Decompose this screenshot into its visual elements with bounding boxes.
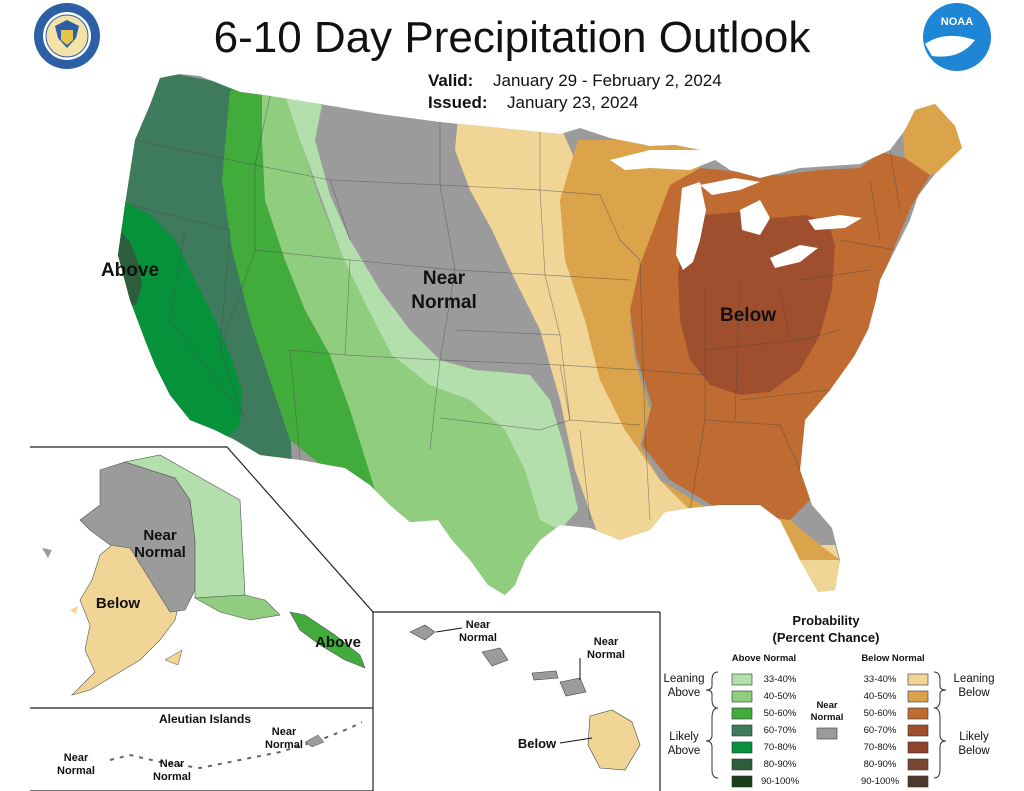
- legend-above-range-label: 80-90%: [764, 759, 797, 770]
- legend-below-swatch: [907, 690, 929, 703]
- legend-below-range-label: 60-70%: [864, 725, 897, 736]
- legend-below-header: Below Normal: [861, 653, 924, 664]
- hi-molokai: [531, 670, 559, 681]
- hi-kauai: [409, 624, 436, 641]
- legend-below-range-label: 40-50%: [864, 691, 897, 702]
- ak-land-50-60-pan: [289, 611, 366, 669]
- legend-above-swatch: [731, 741, 753, 754]
- legend-above-range-label: 40-50%: [764, 691, 797, 702]
- page-title: 6-10 Day Precipitation Outlook: [214, 13, 812, 62]
- legend-leaning-above-1: Leaning: [664, 673, 705, 685]
- label-hawaii-near-a-2: Normal: [459, 632, 497, 644]
- hi-maui: [559, 677, 587, 697]
- legend-below-range-label: 70-80%: [864, 742, 897, 753]
- legend-below-range-label: 80-90%: [864, 759, 897, 770]
- great-lakes: [610, 150, 862, 270]
- legend-above-range-label: 33-40%: [764, 674, 797, 685]
- legend-above-swatch: [731, 673, 753, 686]
- label-hawaii-near-b-2: Normal: [587, 649, 625, 661]
- legend-likely-below-2: Below: [958, 745, 990, 757]
- state-borders: [129, 95, 901, 521]
- legend-below-swatch: [907, 724, 929, 737]
- legend-above-swatch: [731, 690, 753, 703]
- label-aleutian-near-b-1: Near: [160, 758, 185, 770]
- label-aleutian-near-c-2: Normal: [265, 739, 303, 751]
- legend-below-range-label: 50-60%: [864, 708, 897, 719]
- legend-above-swatch: [731, 758, 753, 771]
- label-above-ak: Above: [315, 634, 361, 651]
- hawaii-inset: Near Normal Near Normal Below: [409, 619, 641, 771]
- issued-value: January 23, 2024: [507, 93, 638, 112]
- label-near-normal-ak-1: Near: [143, 527, 177, 544]
- noaa-logo-text: NOAA: [941, 16, 973, 28]
- label-hawaii-near-b-1: Near: [594, 636, 619, 648]
- legend-above-range-label: 90-100%: [761, 776, 800, 787]
- ak-land-40-50: [193, 594, 281, 621]
- legend-likely-above-2: Above: [668, 745, 701, 757]
- zone-below-33-40: [455, 118, 700, 560]
- conus-map: Above Near Normal Below: [101, 74, 962, 595]
- label-aleutian-near-c-1: Near: [272, 726, 297, 738]
- zone-above-33-40: [285, 95, 578, 530]
- legend-title-1: Probability: [792, 613, 860, 628]
- legend-near-swatch: [816, 727, 838, 740]
- label-aleutian-near-b-2: Normal: [153, 771, 191, 783]
- hi-oahu: [481, 647, 509, 667]
- label-near-normal-conus-2: Normal: [411, 292, 476, 313]
- legend-leaning-below-2: Below: [958, 687, 990, 699]
- zone-above-40-50: [262, 90, 555, 595]
- legend-likely-above-1: Likely: [669, 731, 699, 743]
- legend-above-range-label: 70-80%: [764, 742, 797, 753]
- zone-above-80-90-coast: [118, 225, 142, 305]
- legend-below-range-label: 33-40%: [864, 674, 897, 685]
- alaska-inset: Near Normal Below Above: [30, 446, 661, 791]
- legend-above-header: Above Normal: [732, 653, 796, 664]
- legend-below-swatch: [907, 758, 929, 771]
- legend-above-column: 33-40% 40-50% 50-60% 60-70% 70-80% 80-90% 90-1…: [731, 673, 800, 788]
- legend-below-swatch: [907, 707, 929, 720]
- zone-above-50-60: [222, 90, 425, 530]
- label-aleutian-near-a-1: Near: [64, 752, 89, 764]
- legend-near-label-2: Normal: [811, 712, 844, 723]
- legend-leaning-below-1: Leaning: [954, 673, 995, 685]
- label-near-normal-ak-2: Normal: [134, 544, 186, 561]
- issued-label: Issued:: [428, 93, 488, 112]
- aleutian-title: Aleutian Islands: [159, 712, 251, 726]
- label-below-hawaii: Below: [518, 736, 557, 751]
- valid-value: January 29 - February 2, 2024: [493, 71, 722, 90]
- legend-title-2: (Percent Chance): [773, 630, 880, 645]
- hi-big-island: [587, 709, 641, 771]
- legend-below-swatch: [907, 673, 929, 686]
- label-hawaii-near-a-1: Near: [466, 619, 491, 631]
- label-below-conus: Below: [720, 305, 776, 326]
- zone-below-40-50: [560, 140, 840, 560]
- aleutian-inset: Aleutian Islands Near Normal Near Normal…: [57, 712, 363, 783]
- legend-below-swatch: [907, 741, 929, 754]
- legend: Probability (Percent Chance) Above Norma…: [664, 613, 995, 788]
- valid-label: Valid:: [428, 71, 473, 90]
- label-near-normal-conus-1: Near: [423, 268, 466, 289]
- legend-below-range-label: 90-100%: [861, 776, 900, 787]
- legend-above-range-label: 50-60%: [764, 708, 797, 719]
- legend-likely-below-1: Likely: [959, 731, 989, 743]
- legend-above-swatch: [731, 724, 753, 737]
- legend-above-swatch: [731, 707, 753, 720]
- legend-below-column: 33-40% 40-50% 50-60% 60-70% 70-80% 80-90% 90-1…: [861, 673, 929, 788]
- commerce-seal: [34, 3, 100, 69]
- label-above-conus: Above: [101, 260, 159, 281]
- legend-below-swatch: [907, 775, 929, 788]
- legend-above-swatch: [731, 775, 753, 788]
- legend-leaning-above-2: Above: [668, 687, 701, 699]
- legend-above-range-label: 60-70%: [764, 725, 797, 736]
- legend-near-label-1: Near: [816, 700, 837, 711]
- label-below-ak: Below: [96, 595, 141, 612]
- noaa-logo: NOAA: [923, 3, 991, 71]
- label-aleutian-near-a-2: Normal: [57, 765, 95, 777]
